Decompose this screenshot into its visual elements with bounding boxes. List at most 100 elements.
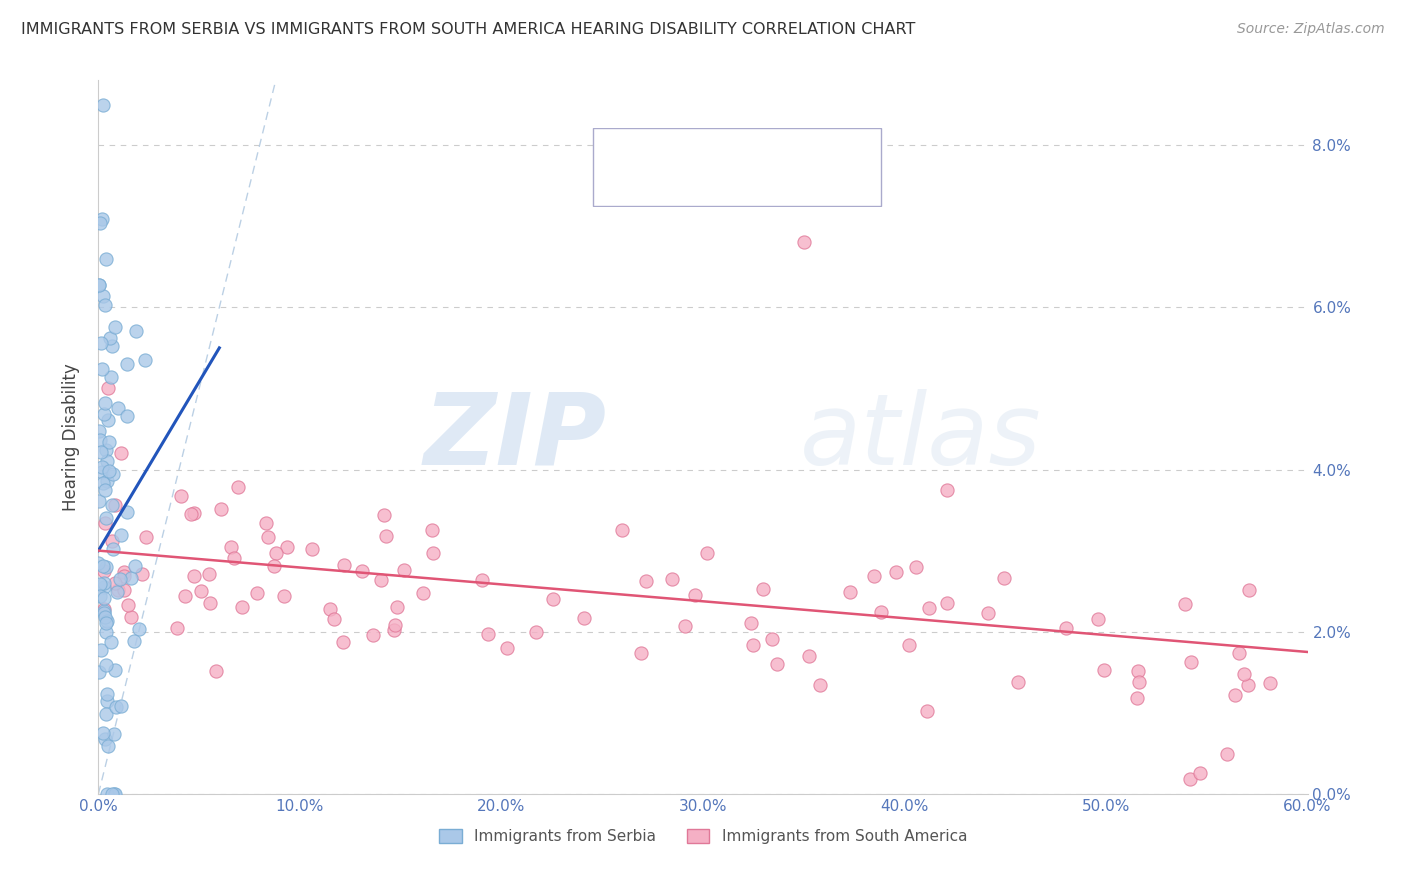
Point: [1054, 620, 1077, 634]
Point: [105, 699, 128, 714]
Point: [1125, 691, 1147, 706]
Point: [101, 787, 124, 801]
Point: [96, 615, 118, 629]
Point: [1128, 674, 1150, 689]
Text: N =: N =: [758, 178, 792, 193]
Point: [94, 731, 117, 746]
Point: [89, 277, 111, 292]
Point: [104, 320, 127, 334]
Point: [190, 584, 212, 599]
Point: [117, 598, 139, 612]
Point: [385, 599, 408, 614]
Point: [101, 339, 124, 353]
Point: [254, 516, 277, 530]
Point: [96, 454, 118, 468]
Point: [332, 634, 354, 648]
Point: [636, 574, 658, 589]
Point: [1126, 664, 1149, 678]
Text: atlas: atlas: [800, 389, 1042, 485]
Point: [766, 657, 789, 672]
Point: [117, 358, 139, 372]
Point: [373, 508, 395, 522]
Point: [104, 498, 127, 512]
Point: [740, 615, 762, 630]
Point: [89, 434, 111, 448]
Point: [370, 573, 392, 587]
Point: [94, 516, 117, 530]
Point: [107, 582, 129, 597]
Point: [1236, 678, 1258, 692]
Point: [124, 558, 146, 573]
Legend: Immigrants from Serbia, Immigrants from South America: Immigrants from Serbia, Immigrants from …: [433, 823, 973, 850]
Point: [173, 589, 195, 603]
Point: [935, 483, 957, 498]
Point: [98, 464, 121, 478]
Point: [91, 97, 114, 112]
Point: [179, 507, 201, 521]
Point: [246, 586, 269, 600]
Point: [101, 499, 124, 513]
Point: [97, 739, 120, 753]
Point: [1223, 688, 1246, 702]
Point: [392, 563, 415, 577]
Point: [90, 336, 112, 351]
Point: [120, 571, 142, 585]
Point: [1178, 772, 1201, 786]
Point: [93, 407, 115, 421]
Point: [110, 446, 132, 460]
Point: [89, 577, 111, 591]
Y-axis label: Hearing Disability: Hearing Disability: [62, 363, 80, 511]
Text: Source: ZipAtlas.com: Source: ZipAtlas.com: [1237, 22, 1385, 37]
Point: [752, 582, 775, 597]
Point: [90, 643, 112, 657]
Point: [104, 664, 127, 678]
Point: [256, 530, 278, 544]
Point: [301, 541, 323, 556]
Point: [198, 596, 221, 610]
Point: [89, 665, 111, 680]
Point: [1237, 583, 1260, 598]
Point: [870, 605, 893, 619]
Point: [87, 494, 110, 508]
Point: [1233, 667, 1256, 681]
Point: [93, 606, 115, 620]
Point: [496, 640, 519, 655]
Point: [104, 576, 127, 591]
Point: [1180, 656, 1202, 670]
Point: [1258, 676, 1281, 690]
Point: [1174, 597, 1197, 611]
Point: [761, 632, 783, 647]
Point: [384, 617, 406, 632]
Point: [915, 704, 938, 718]
Point: [420, 523, 443, 537]
Point: [263, 558, 285, 573]
Point: [183, 506, 205, 520]
Point: [91, 289, 114, 303]
Point: [96, 787, 118, 801]
Point: [93, 564, 115, 578]
Point: [94, 625, 117, 640]
Point: [905, 559, 928, 574]
Point: [1216, 747, 1239, 761]
Point: [1188, 766, 1211, 780]
Point: [97, 381, 120, 395]
Point: [797, 649, 820, 664]
Point: [96, 657, 118, 672]
Point: [91, 465, 114, 479]
Point: [91, 460, 114, 475]
Point: [696, 546, 718, 560]
Point: [471, 573, 494, 587]
Text: 79: 79: [796, 141, 817, 156]
Point: [112, 569, 135, 583]
Text: 0.232: 0.232: [675, 141, 724, 156]
Point: [1227, 646, 1250, 660]
Point: [422, 546, 444, 560]
Point: [94, 395, 117, 409]
Point: [96, 707, 118, 722]
Point: [170, 489, 193, 503]
Point: [898, 638, 921, 652]
Point: [838, 584, 860, 599]
Point: [105, 584, 128, 599]
Point: [89, 589, 111, 603]
Point: [524, 625, 547, 640]
